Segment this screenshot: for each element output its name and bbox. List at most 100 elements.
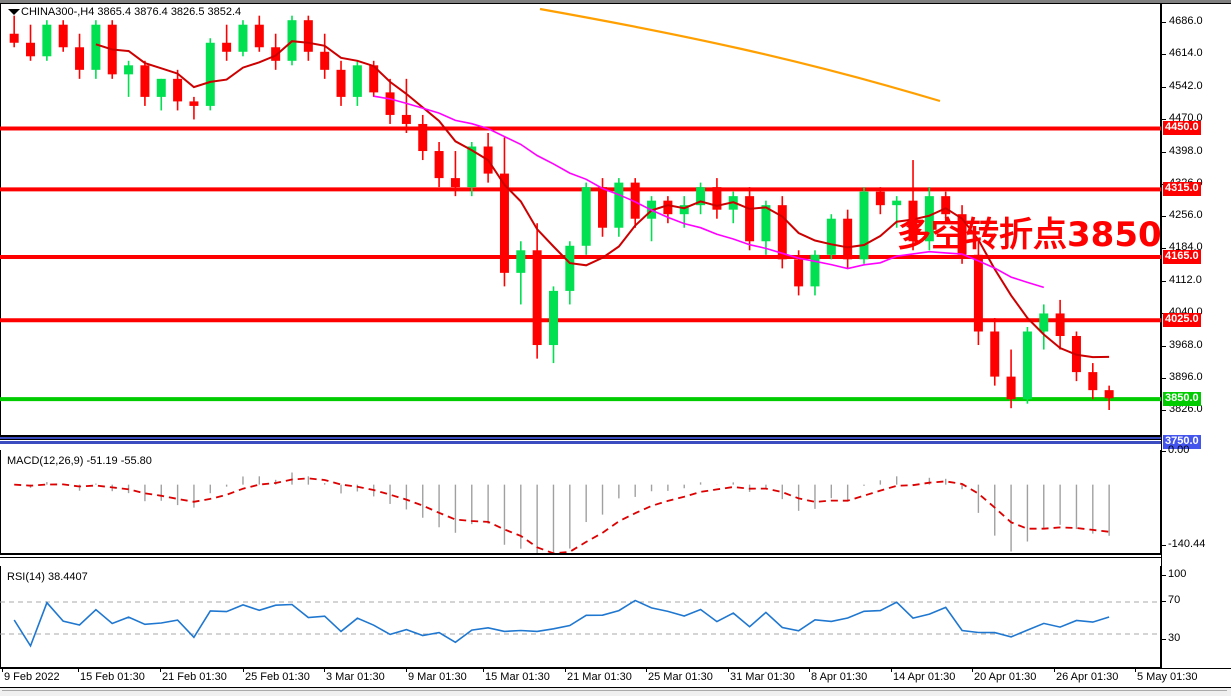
time-axis-tick — [972, 668, 973, 672]
symbol-ohlc-label: CHINA300-,H4 3865.4 3876.4 3826.5 3852.4 — [21, 6, 242, 18]
candle-body — [9, 33, 19, 43]
candle-body — [810, 254, 820, 287]
rsi-scale-label: 30 — [1168, 632, 1181, 644]
time-axis-top-border — [0, 668, 1231, 669]
price-scale-tick — [1161, 54, 1166, 56]
price-scale-label: 4398.0 — [1169, 144, 1203, 157]
candle-body — [990, 331, 1000, 377]
price-level-tag[interactable]: 4450.0 — [1163, 121, 1201, 136]
candle-body — [745, 196, 755, 242]
macd-scale-tick — [1161, 545, 1166, 546]
rsi-scale[interactable]: 100 70 30 — [1161, 553, 1231, 668]
candle-body — [499, 173, 509, 273]
chart-annotation: 多空转折点3850 — [897, 215, 1162, 255]
candle-body — [777, 205, 787, 260]
candle-body — [581, 187, 591, 246]
candle-body — [418, 123, 428, 152]
candle-body — [156, 78, 166, 97]
candle-body — [320, 51, 330, 70]
time-axis-label: 8 Apr 01:30 — [811, 671, 868, 683]
time-axis-label: 3 Mar 01:30 — [326, 671, 385, 683]
candle-body — [189, 101, 199, 106]
scale-divider — [1161, 4, 1162, 668]
price-scale-label: 4614.0 — [1169, 47, 1203, 60]
rsi-scale-label: 100 — [1168, 568, 1187, 580]
rsi-scale-tick — [1161, 639, 1166, 640]
rsi-plot-area — [0, 599, 1161, 648]
candle-body — [908, 200, 918, 242]
candle-body — [696, 187, 706, 206]
price-scale-tick — [1161, 216, 1166, 217]
rsi-scale-tick — [1161, 575, 1166, 576]
price-scale-label: 3968.0 — [1169, 338, 1203, 351]
price-scale-tick — [1161, 151, 1166, 153]
candle-body — [91, 24, 101, 70]
time-axis-tick — [243, 668, 244, 672]
candle-body — [843, 218, 853, 260]
candle-body — [1104, 390, 1114, 399]
price-scale-tick — [1161, 345, 1166, 347]
price-scale[interactable]: 4686.04614.04542.04470.04398.04326.04256… — [1161, 0, 1231, 436]
horizontal-scrollbar[interactable] — [0, 687, 1231, 696]
price-scale-label: 4686.0 — [1169, 15, 1203, 27]
candle-body — [336, 69, 346, 97]
candle-body — [679, 205, 689, 215]
time-axis-label: 25 Feb 01:30 — [245, 671, 310, 683]
price-scale-tick — [1161, 86, 1166, 88]
candle-body — [1022, 331, 1032, 400]
price-scale-tick — [1161, 378, 1166, 380]
price-level-tag[interactable]: 4025.0 — [1163, 313, 1201, 328]
time-axis-tick — [160, 668, 161, 672]
price-scale-label: 3896.0 — [1169, 371, 1203, 384]
time-axis-label: 20 Apr 01:30 — [974, 671, 1037, 683]
collapse-arrow-icon[interactable] — [8, 9, 20, 15]
macd-scale-label: -140.44 — [1168, 538, 1206, 550]
macd-scale-tick — [1161, 451, 1166, 452]
bottom-border — [0, 687, 1231, 688]
candle-body — [516, 250, 526, 273]
time-axis-tick — [1135, 668, 1136, 672]
time-axis-label: 9 Feb 2022 — [4, 671, 60, 683]
time-axis-tick — [1054, 668, 1055, 672]
candle-body — [548, 290, 558, 346]
candle-body — [663, 200, 673, 215]
time-axis[interactable]: 9 Feb 2022 15 Feb 01:30 21 Feb 01:30 25 Feb… — [0, 668, 1198, 688]
candle-body — [173, 78, 183, 102]
time-axis-tick — [728, 668, 729, 672]
candle-body — [1006, 376, 1016, 400]
time-axis-label: 14 Apr 01:30 — [893, 671, 956, 683]
price-level-tag[interactable]: 3850.0 — [1163, 392, 1201, 407]
candle-body — [271, 47, 281, 61]
candle-body — [875, 191, 885, 206]
time-axis-tick — [78, 668, 79, 672]
price-level-tag[interactable]: 4165.0 — [1163, 250, 1201, 265]
candle-body — [712, 187, 722, 210]
panel-separator-1 — [0, 436, 1161, 440]
candle-body — [222, 42, 232, 52]
rsi-scale-tick — [1161, 601, 1166, 602]
macd-scale[interactable]: 3750.0 0.00 -140.44 — [0, 435, 1231, 553]
candle-body — [1088, 372, 1098, 391]
macd-plot-area — [14, 472, 1110, 553]
rsi-panel[interactable] — [0, 566, 1161, 668]
candle-body — [124, 65, 134, 75]
price-scale-label: 4112.0 — [1169, 273, 1202, 286]
candle-body — [924, 196, 934, 242]
candle-body — [859, 191, 869, 260]
candle-body — [254, 24, 264, 48]
price-scale-tick — [1161, 119, 1166, 121]
time-axis-label: 15 Mar 01:30 — [485, 671, 550, 683]
price-scale-tick — [1161, 22, 1166, 23]
candle-body — [205, 42, 215, 106]
price-scale-label: 4256.0 — [1169, 209, 1203, 221]
price-chart-panel[interactable] — [0, 4, 1161, 436]
time-axis-label: 25 Mar 01:30 — [648, 671, 713, 683]
moving-average-line — [95, 40, 1110, 359]
chart-bottom-edge — [2, 690, 1227, 691]
price-level-tag[interactable]: 3750.0 — [1163, 435, 1201, 449]
price-scale-label: 4470.0 — [1169, 112, 1203, 125]
price-level-tag[interactable]: 4315.0 — [1163, 182, 1201, 197]
panel-separator-2 — [0, 553, 1161, 558]
rsi-indicator-label: RSI(14) 38.4407 — [7, 571, 88, 583]
